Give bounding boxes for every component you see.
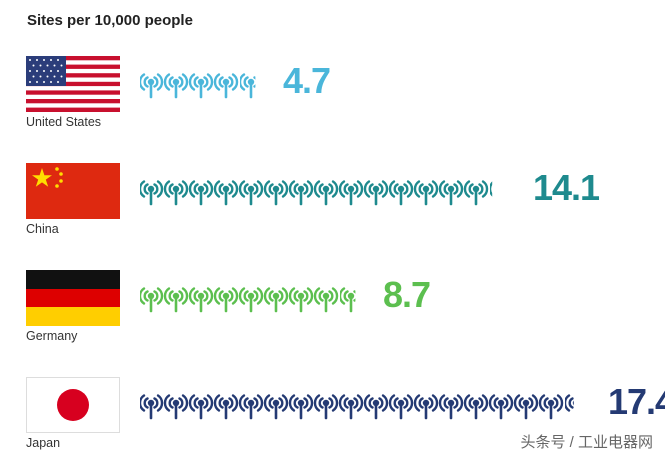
antenna-tower-icon: [213, 73, 239, 99]
antenna-tower-icon: [313, 287, 339, 313]
japan-flag-icon: [26, 377, 120, 433]
antenna-tower-icon: [263, 180, 289, 206]
icon-bar: [138, 71, 265, 99]
us-flag-icon: [26, 56, 120, 112]
value-label: 8.7: [383, 274, 431, 315]
row-china: China 14.1: [0, 163, 665, 258]
antenna-tower-icon: [338, 180, 364, 206]
country-label: China: [26, 222, 59, 236]
antenna-tower-icon: [363, 394, 389, 420]
country-label: Japan: [26, 436, 61, 450]
antenna-tower-icon: [163, 287, 189, 313]
antenna-tower-icon: [238, 287, 264, 313]
antenna-tower-icon: [263, 287, 289, 313]
antenna-tower-icon: [388, 394, 414, 420]
antenna-tower-icon: [213, 287, 239, 313]
antenna-tower-icon: [163, 73, 189, 99]
antenna-icon-bar: [138, 287, 356, 313]
country-label: United States: [26, 115, 102, 129]
chart-title: Sites per 10,000 people: [27, 12, 193, 29]
antenna-tower-icon: [313, 394, 339, 420]
antenna-tower-icon: [263, 394, 289, 420]
row-germany: Germany 8.7: [0, 270, 665, 365]
antenna-tower-icon: [413, 394, 439, 420]
antenna-tower-icon: [438, 394, 464, 420]
antenna-tower-icon: [488, 394, 514, 420]
antenna-tower-icon: [138, 394, 164, 420]
value-label: 4.7: [283, 60, 331, 101]
row-united-states: United States 4.7: [0, 56, 665, 151]
antenna-tower-icon: [188, 180, 214, 206]
antenna-tower-icon: [213, 394, 239, 420]
antenna-tower-icon: [463, 180, 489, 206]
value-label: 14.1: [533, 167, 600, 208]
icon-bar: [138, 285, 365, 313]
antenna-tower-icon: [513, 394, 539, 420]
antenna-tower-icon: [213, 180, 239, 206]
antenna-tower-icon: [313, 180, 339, 206]
antenna-tower-icon: [288, 287, 314, 313]
antenna-tower-icon: [388, 180, 414, 206]
antenna-tower-icon: [338, 394, 364, 420]
antenna-tower-icon: [238, 180, 264, 206]
row-japan: Japan 17.4: [0, 377, 665, 472]
antenna-icon-bar: [138, 180, 493, 206]
icon-bar: [138, 178, 515, 206]
antenna-tower-icon: [138, 287, 164, 313]
antenna-tower-icon: [340, 287, 356, 313]
germany-flag-icon: [26, 270, 120, 326]
antenna-tower-icon: [238, 394, 264, 420]
watermark: 头条号 / 工业电器网: [520, 434, 653, 451]
antenna-tower-icon: [188, 287, 214, 313]
antenna-tower-icon: [163, 394, 189, 420]
antenna-icon-bar: [138, 73, 256, 99]
antenna-tower-icon: [138, 73, 164, 99]
antenna-tower-icon: [438, 180, 464, 206]
antenna-tower-icon: [490, 181, 493, 197]
antenna-tower-icon: [463, 394, 489, 420]
value-label: 17.4: [608, 381, 665, 422]
icon-bar: [138, 392, 590, 420]
antenna-tower-icon: [538, 394, 564, 420]
antenna-tower-icon: [188, 73, 214, 99]
antenna-tower-icon: [240, 73, 256, 99]
antenna-icon-bar: [138, 394, 574, 420]
country-label: Germany: [26, 329, 78, 343]
antenna-tower-icon: [363, 180, 389, 206]
antenna-tower-icon: [163, 180, 189, 206]
antenna-tower-icon: [188, 394, 214, 420]
antenna-tower-icon: [288, 180, 314, 206]
antenna-tower-icon: [288, 394, 314, 420]
antenna-tower-icon: [413, 180, 439, 206]
antenna-tower-icon: [138, 180, 164, 206]
antenna-tower-icon: [565, 394, 574, 412]
china-flag-icon: [26, 163, 120, 219]
